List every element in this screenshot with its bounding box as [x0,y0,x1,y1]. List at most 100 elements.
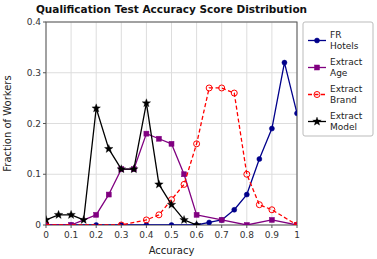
point-marker [180,215,189,223]
point-marker [155,180,164,188]
point-marker [294,222,297,225]
legend-entry: FRHotels [308,30,359,51]
point-marker [194,212,199,217]
legend-label-line: Extract [330,111,363,121]
legend-label: FRHotels [330,30,359,51]
point-marker [207,220,212,225]
point-marker [94,212,99,217]
series [46,60,297,225]
point-marker [231,90,237,96]
point-marker [54,210,63,218]
series-line [46,88,297,225]
y-grid-line [46,123,297,124]
point-marker [269,217,274,222]
legend-label: ExtractAge [330,57,363,78]
legend-label-line: Brand [330,95,357,105]
x-tick-label: 0.2 [89,230,103,240]
series-line [46,103,197,225]
point-marker [167,200,176,208]
x-tick-label: 0.5 [164,230,178,240]
point-marker [269,207,275,213]
point-marker [244,171,250,177]
legend-marker [315,38,320,43]
axes: 0 0.1 0.2 0.3 0.4 0.5 0.6 0.7 0.8 0.9 1 0 0.1 0.2 0.3 0… [27,17,300,240]
legend-label-line: Extract [330,84,363,94]
point-marker [257,157,262,162]
legend-label-line: Model [330,122,357,132]
y-tick-label: 0.2 [27,119,41,129]
point-marker [169,223,174,226]
point-marker [106,192,111,197]
legend-marker [315,65,320,70]
x-tick-label: 0.7 [215,230,229,240]
series [46,85,297,225]
grid [46,22,297,225]
legend-label: ExtractBrand [330,84,363,105]
legend-entry: ExtractBrand [308,84,363,105]
point-marker [156,136,161,141]
point-marker [79,215,88,223]
point-marker [244,192,249,197]
point-marker [219,217,224,222]
point-marker [219,85,225,91]
point-marker [206,85,212,91]
x-tick-label: 0.3 [114,230,128,240]
legend-entry: ExtractAge [308,57,363,78]
y-tick-label: 0 [35,220,41,230]
legend-marker [314,92,320,98]
series-line [46,134,297,225]
point-marker [104,144,113,152]
point-marker [156,212,162,218]
plot-background [46,22,297,225]
plot-frame [46,22,297,225]
legend-label-line: Extract [330,57,363,67]
legend-label-line: FR [330,30,341,40]
x-tick-label: 1 [294,230,300,240]
y-grid-line [46,174,297,175]
point-marker [282,60,287,65]
point-marker [144,131,149,136]
point-marker [269,126,274,131]
y-tick-label: 0.1 [27,169,41,179]
point-marker [46,215,50,223]
x-tick-label: 0.8 [240,230,255,240]
x-tick-label: 0.4 [139,230,154,240]
point-marker [142,99,151,107]
x-axis-label: Accuracy [149,245,195,256]
point-marker [256,202,262,208]
point-marker [92,104,101,112]
x-tick-label: 0.9 [265,230,280,240]
x-tick-label: 0.6 [189,230,204,240]
series [46,99,201,225]
point-marker [181,181,187,187]
x-tick-label: 0.1 [64,230,78,240]
point-marker [232,207,237,212]
point-marker [194,141,200,147]
point-marker [192,221,201,226]
series-line [46,63,297,225]
point-marker [143,217,149,223]
y-grid-line [46,72,297,73]
chart-title: Qualification Test Accuracy Score Distri… [36,3,307,15]
point-marker [118,222,124,225]
y-tick-label: 0.3 [27,68,41,78]
legend-label: ExtractModel [330,111,363,132]
point-marker [219,217,224,222]
point-marker [169,141,174,146]
data-area [46,60,297,225]
legend: FRHotelsExtractAgeExtractBrandExtractMod… [303,22,373,136]
legend-frame [303,22,373,136]
point-marker [117,165,126,173]
point-marker [182,172,187,177]
point-marker [130,165,139,173]
chart-svg: 0 0.1 0.2 0.3 0.4 0.5 0.6 0.7 0.8 0.9 1 0 0.1 0.2 0.3 0… [0,0,377,259]
legend-line [308,94,326,95]
y-tick-label: 0.4 [27,17,42,27]
legend-label-line: Hotels [330,41,359,51]
legend-label-line: Age [330,68,348,78]
series [46,131,297,225]
chart-container: 0 0.1 0.2 0.3 0.4 0.5 0.6 0.7 0.8 0.9 1 0 0.1 0.2 0.3 0… [0,0,377,259]
point-marker [244,223,249,226]
point-marker [67,210,76,218]
x-tick-label: 0 [43,230,49,240]
